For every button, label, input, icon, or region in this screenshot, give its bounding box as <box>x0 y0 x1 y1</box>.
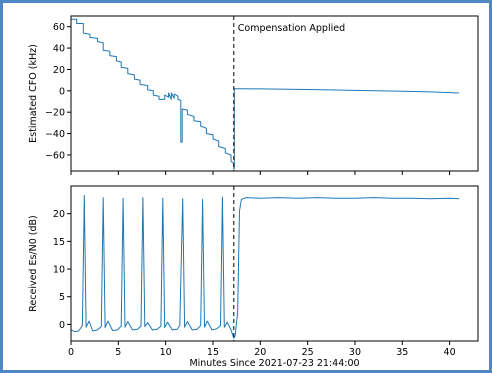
cfo-y-axis-label: Estimated CFO (kHz) <box>28 44 39 143</box>
cfo-panel: −60 −40 −20 0 20 40 60 Compensation Applied Es… <box>28 15 479 175</box>
esn0-y-tick-label: 5 <box>59 292 65 303</box>
cfo-y-tick-label: 40 <box>53 44 65 55</box>
esn0-x-tick-label: 15 <box>207 347 219 358</box>
esn0-x-tick-label: 20 <box>254 347 266 358</box>
esn0-x-tick-label: 25 <box>302 347 314 358</box>
esn0-x-tick-label: 40 <box>444 347 456 358</box>
cfo-y-tick-label: −60 <box>45 150 65 161</box>
cfo-y-tick-label: 60 <box>53 22 65 33</box>
esn0-y-axis-label: Received Es/N0 (dB) <box>28 215 39 312</box>
esn0-x-ticks: 0 5 10 15 20 25 30 35 40 <box>68 341 456 358</box>
cfo-y-ticks: −60 −40 −20 0 20 40 60 <box>45 22 71 161</box>
esn0-y-tick-label: 20 <box>53 209 65 220</box>
compensation-annotation: Compensation Applied <box>238 23 345 34</box>
cfo-y-tick-label: 20 <box>53 65 65 76</box>
esn0-x-tick-label: 5 <box>115 347 121 358</box>
esn0-axes-box <box>70 185 479 342</box>
cfo-y-tick-label: −20 <box>45 108 65 119</box>
esn0-y-ticks: 0 5 10 15 20 <box>53 209 71 331</box>
esn0-panel: 0 5 10 15 20 0 5 10 15 20 25 30 35 40 Received Es/N0… <box>28 185 479 369</box>
cfo-axes-box <box>70 15 479 172</box>
esn0-y-tick-label: 10 <box>53 265 65 276</box>
cfo-series-line <box>71 18 460 170</box>
esn0-y-tick-label: 15 <box>53 237 65 248</box>
esn0-x-tick-label: 35 <box>396 347 408 358</box>
esn0-x-tick-label: 10 <box>160 347 172 358</box>
esn0-x-tick-label: 0 <box>68 347 74 358</box>
cfo-y-tick-label: 0 <box>59 86 65 97</box>
x-axis-label: Minutes Since 2021-07-23 21:44:00 <box>189 358 359 369</box>
esn0-x-tick-label: 30 <box>349 347 361 358</box>
esn0-y-tick-label: 0 <box>59 320 65 331</box>
cfo-x-ticks <box>70 171 451 175</box>
esn0-series-line <box>70 194 460 339</box>
cfo-y-tick-label: −40 <box>45 129 65 140</box>
cfo-esn0-figure: −60 −40 −20 0 20 40 60 Compensation Applied Es… <box>28 15 479 369</box>
